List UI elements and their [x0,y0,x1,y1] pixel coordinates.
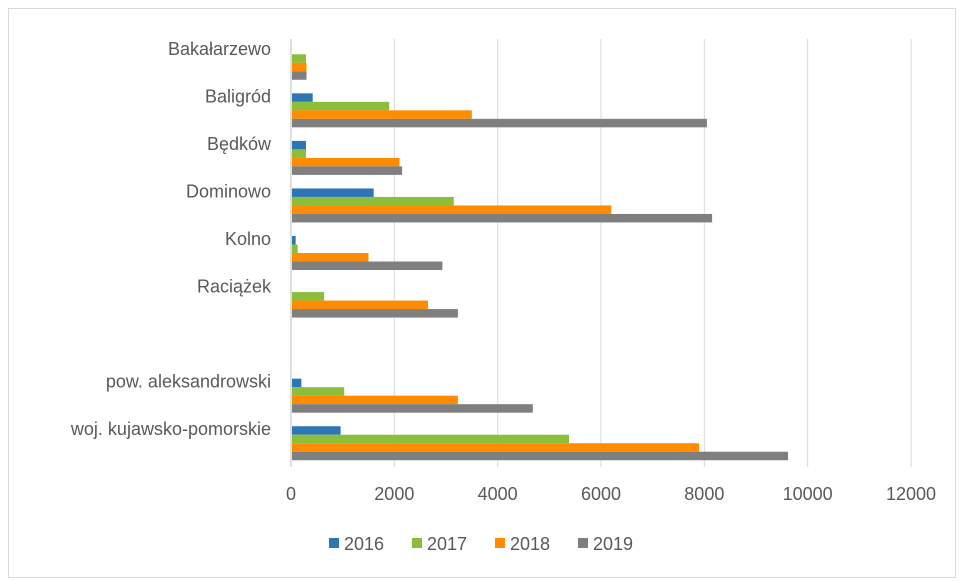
category-label: Bakałarzewo [168,39,271,59]
bar-2017 [292,196,454,206]
bar-2016 [292,378,302,388]
bar-2018 [292,443,700,452]
bar-2018 [292,110,472,119]
bar-2019 [292,451,789,461]
bar-2016 [292,140,306,150]
bar-2018 [292,253,369,262]
bar-2019 [292,404,533,413]
bar-2018 [292,157,400,167]
bar-2017 [292,434,569,444]
x-tick-label: 0 [286,484,296,504]
x-tick-label: 2000 [374,484,414,504]
legend-swatch-2019 [578,538,588,548]
legend-label-2019: 2019 [593,534,633,554]
legend-swatch-2018 [495,538,505,548]
bar-2016 [292,93,313,102]
bar-2019 [292,213,713,223]
legend-label-2017: 2017 [427,534,467,554]
chart-area: 0 2000 4000 6000 8000 10000 12000 Bakałarzewo Ba… [8,8,956,578]
x-tick-label: 12000 [886,484,936,504]
category-label: Kolno [225,229,271,249]
bar-chart: 0 2000 4000 6000 8000 10000 12000 Bakałarzewo Ba… [70,39,936,554]
bar-2018 [292,62,307,72]
bar-2019 [292,118,707,128]
x-tick-label: 6000 [581,484,621,504]
bar-2017 [292,387,345,396]
bar-2017 [292,244,298,253]
legend-swatch-2016 [329,538,339,548]
x-tick-label: 10000 [783,484,833,504]
bar-2017 [292,149,306,158]
bar-2017 [292,101,390,111]
bar-2018 [292,300,428,310]
bar-2016 [292,426,341,435]
category-label: Baligród [205,86,271,106]
bar-2019 [292,71,307,80]
category-label: Będków [207,134,272,154]
bar-2017 [292,54,306,63]
category-label: Raciążek [197,277,272,297]
category-label: pow. aleksandrowski [106,372,271,392]
bar-2019 [292,309,458,318]
category-label: Dominowo [186,181,271,201]
bar-2019 [292,166,403,175]
bar-2018 [292,205,612,214]
legend-swatch-2017 [412,538,422,548]
legend-label-2018: 2018 [510,534,550,554]
category-label: woj. kujawsko-pomorskie [70,419,271,439]
bar-2018 [292,395,458,405]
x-tick-label: 8000 [684,484,724,504]
bar-2016 [292,236,296,245]
bar-2017 [292,292,325,301]
bar-2016 [292,188,374,197]
x-tick-label: 4000 [478,484,518,504]
legend-label-2016: 2016 [344,534,384,554]
bar-2019 [292,261,443,270]
